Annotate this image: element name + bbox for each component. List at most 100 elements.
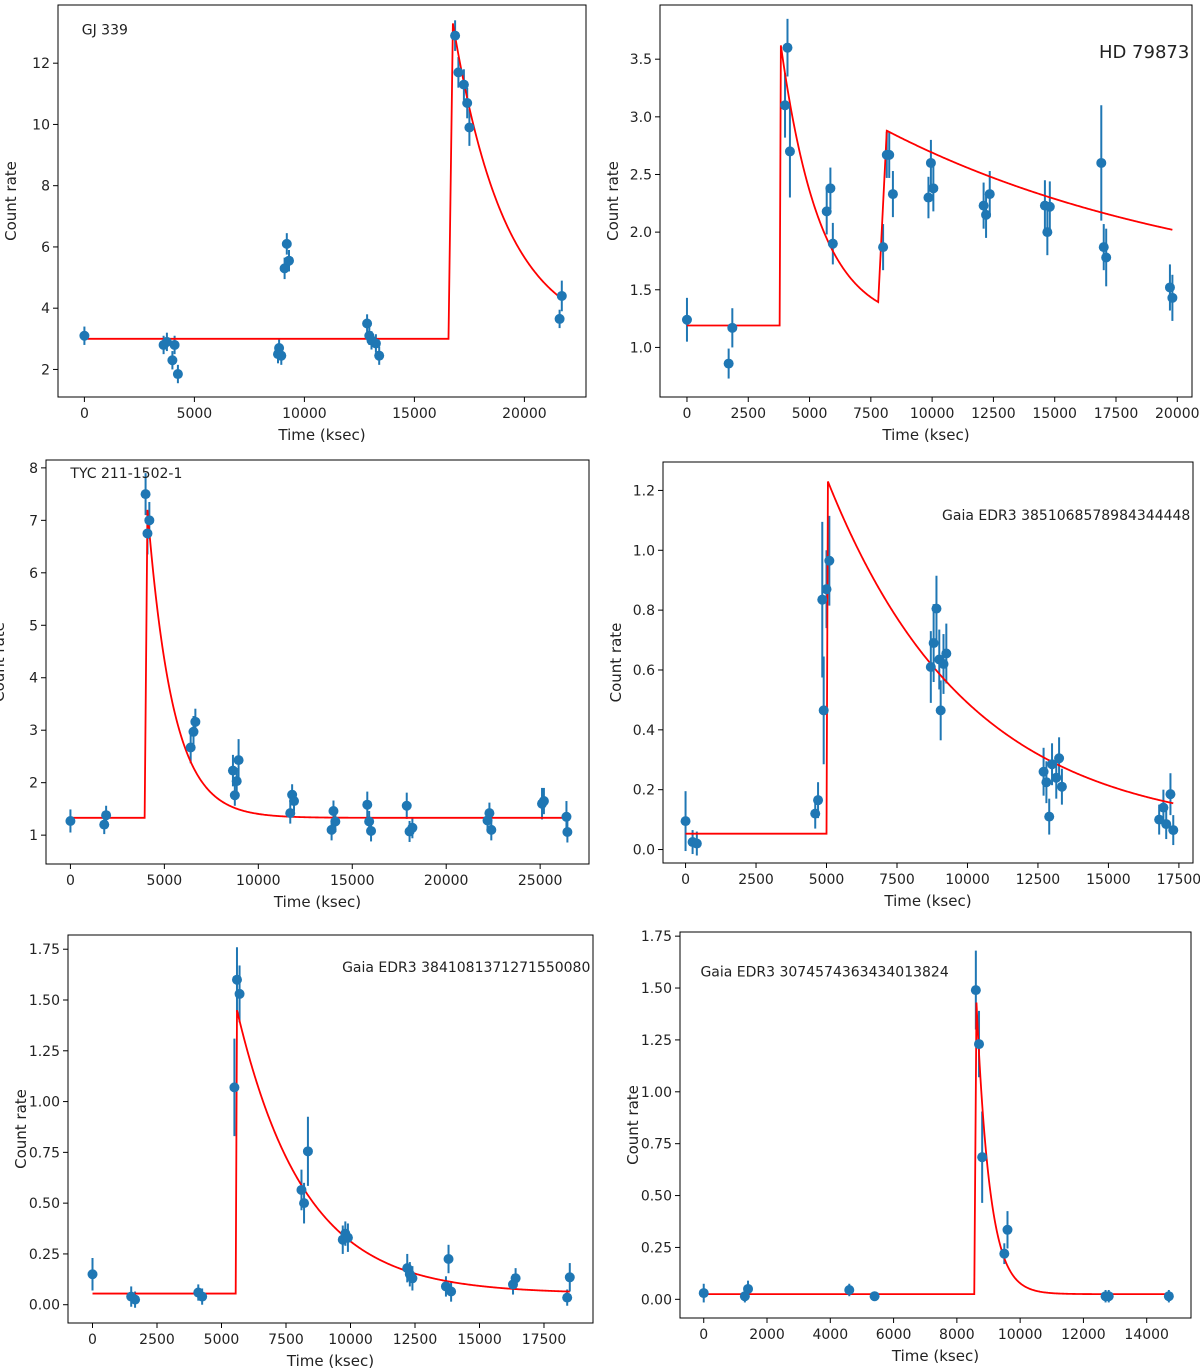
data-point — [407, 1273, 418, 1284]
x-tick-label: 20000 — [424, 873, 469, 889]
x-tick-label: 0 — [683, 406, 692, 422]
y-tick-label: 0.50 — [641, 1189, 672, 1205]
plot-frame — [45, 459, 590, 865]
y-tick-label: 8 — [29, 461, 38, 477]
data-point — [462, 98, 473, 108]
data-point — [161, 336, 172, 347]
x-tick-label: 0 — [699, 1327, 708, 1343]
y-tick-label: 1.50 — [29, 993, 60, 1009]
model-curve — [70, 509, 568, 819]
data-point — [233, 755, 244, 766]
data-point — [698, 1288, 709, 1299]
x-tick-label: 15000 — [330, 873, 375, 889]
x-tick-label: 5000 — [147, 873, 183, 889]
y-tick-label: 1.0 — [633, 543, 655, 559]
panel-gaia-edr3-3074574363434013824: 0 2000 4000 6000 8000 10000 12000 14000 0.00 0.25… — [624, 929, 1192, 1365]
y-tick-label: 10 — [32, 117, 50, 133]
data-point — [1163, 1291, 1174, 1302]
data-point — [869, 1291, 880, 1302]
model-curve — [686, 45, 1173, 327]
x-tick-label: 5000 — [792, 406, 828, 422]
data-point — [167, 355, 178, 366]
data-point — [562, 1292, 573, 1303]
data-point — [190, 716, 201, 727]
x-tick-label: 0 — [80, 406, 89, 422]
data-point — [1044, 811, 1055, 822]
y-tick-label: 0.50 — [29, 1196, 60, 1212]
y-tick-label: 0.4 — [633, 723, 655, 739]
data-point — [556, 290, 567, 301]
y-tick-label: 2 — [41, 362, 50, 378]
x-tick-label: 10000 — [910, 406, 955, 422]
y-axis-label: Count rate — [0, 622, 8, 702]
x-tick-label: 7500 — [879, 872, 915, 888]
data-series — [65, 473, 573, 843]
data-point — [279, 263, 290, 274]
data-point — [817, 594, 828, 605]
data-point — [784, 146, 795, 157]
data-point — [370, 338, 381, 349]
y-tick-label: 1 — [29, 828, 38, 844]
data-point — [130, 1294, 141, 1305]
y-tick-label: 2 — [29, 776, 38, 792]
y-tick-label: 1.75 — [641, 929, 672, 945]
data-point — [285, 808, 296, 819]
data-point — [1044, 201, 1055, 212]
x-tick-label: 0 — [66, 873, 75, 889]
data-point — [446, 1286, 457, 1297]
data-point — [1158, 802, 1169, 813]
data-point — [810, 808, 821, 819]
y-axis-label: Count rate — [604, 161, 622, 241]
data-point — [974, 1039, 985, 1050]
x-axis-label: Time (ksec) — [881, 426, 969, 444]
y-axis-label: Count rate — [12, 1089, 30, 1169]
data-point — [366, 825, 377, 836]
panel-tyc-211-1502-1: 0 5000 10000 15000 20000 25000 1 2 3 4 5 6 7 8 Time (k… — [0, 459, 590, 911]
data-point — [844, 1284, 855, 1295]
x-tick-label: 0 — [681, 872, 690, 888]
x-axis-label: Time (ksec) — [273, 893, 361, 911]
data-point — [680, 816, 691, 827]
y-tick-label: 1.50 — [641, 981, 672, 997]
data-point — [981, 209, 992, 220]
data-point — [931, 603, 942, 614]
data-point — [1051, 772, 1062, 783]
data-point — [727, 322, 738, 333]
model-curve — [92, 1009, 570, 1295]
data-point — [229, 790, 240, 801]
data-point — [923, 192, 934, 203]
y-tick-label: 1.75 — [29, 942, 60, 958]
data-point — [941, 648, 952, 659]
data-point — [935, 705, 946, 716]
x-tick-label: 5000 — [204, 1332, 240, 1348]
data-point — [326, 824, 337, 835]
data-point — [743, 1283, 754, 1294]
data-point — [780, 100, 791, 111]
data-point — [296, 1184, 307, 1195]
panel-gj-339: 0 5000 10000 15000 20000 2 4 6 8 10 12 Time (ksec) C… — [2, 4, 587, 444]
data-point — [1054, 753, 1065, 764]
x-tick-label: 15000 — [1086, 872, 1131, 888]
data-point — [1103, 1291, 1114, 1302]
x-tick-label: 7500 — [268, 1332, 304, 1348]
y-tick-label: 1.0 — [630, 340, 652, 356]
data-point — [284, 255, 294, 266]
data-series — [79, 20, 567, 384]
data-point — [362, 318, 373, 329]
x-tick-label: 17500 — [1094, 406, 1139, 422]
y-tick-label: 3.0 — [630, 110, 652, 126]
data-point — [450, 30, 461, 41]
data-point — [928, 638, 939, 649]
data-point — [977, 1152, 988, 1163]
y-tick-label: 0.75 — [641, 1137, 672, 1153]
y-tick-label: 5 — [29, 618, 38, 634]
data-point — [1168, 825, 1179, 836]
data-point — [1161, 819, 1172, 830]
data-point — [1098, 242, 1109, 253]
y-tick-label: 7 — [29, 513, 38, 529]
model-curve — [685, 481, 1174, 835]
y-tick-label: 0.0 — [633, 843, 655, 859]
y-axis-label: Count rate — [624, 1085, 642, 1165]
x-tick-label: 2500 — [730, 406, 766, 422]
